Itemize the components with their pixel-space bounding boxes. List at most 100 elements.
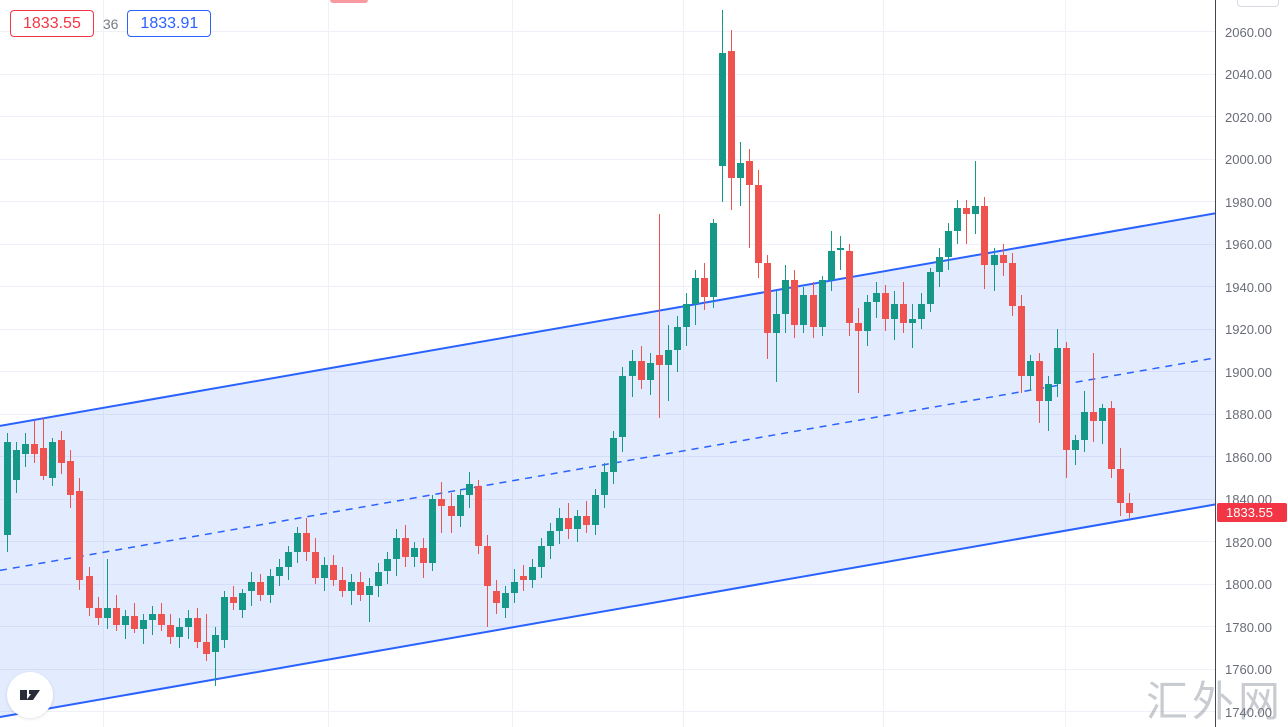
candle-body (58, 439, 66, 464)
candle-body (67, 460, 75, 495)
candle-body (22, 443, 30, 455)
candle-body (275, 567, 283, 576)
candle-body (311, 552, 319, 578)
price-tick-label: 2040.00 (1225, 67, 1272, 82)
candle-body (936, 256, 944, 272)
candle-body (655, 354, 663, 366)
candle-body (818, 280, 826, 328)
candle-body (909, 318, 916, 323)
candle-wick (839, 235, 841, 270)
candle-wick (1047, 375, 1049, 432)
price-tick-label: 1800.00 (1225, 577, 1272, 592)
candle-body (809, 295, 817, 328)
candle-wick (369, 577, 370, 623)
price-tick-label: 1900.00 (1225, 365, 1272, 380)
candle-body (284, 552, 292, 568)
candle-body (981, 205, 989, 266)
price-tick-label: 1820.00 (1225, 535, 1272, 550)
candle-body (474, 486, 482, 546)
channel-lower-line[interactable] (0, 503, 1215, 718)
h-gridline (0, 201, 1215, 202)
candle-body (1026, 361, 1034, 376)
candle-body (863, 301, 871, 332)
candle-wick (206, 614, 208, 661)
candle-body (447, 505, 455, 517)
candle-body (972, 205, 980, 215)
candle-body (827, 250, 835, 281)
candle-body (85, 575, 93, 608)
candle-wick (106, 558, 108, 629)
sell-button[interactable]: 1833.55 (10, 10, 94, 37)
candle-body (890, 303, 898, 319)
candle-body (963, 208, 971, 215)
channel-upper-line[interactable] (0, 212, 1215, 427)
candle-body (619, 375, 627, 438)
h-gridline (0, 499, 1215, 500)
v-gridline (683, 0, 684, 727)
candle-body (954, 208, 962, 232)
channel-mid-line[interactable] (0, 357, 1215, 572)
buy-price: 1833.91 (140, 14, 199, 32)
candle-body (900, 303, 907, 323)
price-axis[interactable]: 2060.00 2040.00 2020.00 2000.00 1980.00 1960.… (1215, 0, 1288, 727)
candle-body (347, 582, 355, 591)
candle-body (456, 494, 464, 517)
candle-body (1044, 384, 1052, 402)
candle-body (1062, 348, 1070, 451)
candle-body (773, 314, 781, 334)
candle-wick (857, 307, 859, 393)
candle-body (990, 254, 998, 266)
v-gridline (512, 0, 513, 727)
candle-body (719, 53, 726, 166)
site-watermark: 汇外网 (1146, 678, 1285, 725)
candle-body (40, 448, 48, 476)
candle-body (139, 620, 147, 629)
candle-body (845, 250, 853, 323)
candle-body (31, 443, 39, 455)
candle-body (601, 471, 609, 495)
candle-body (583, 516, 591, 525)
candle-body (384, 558, 392, 572)
candle-body (465, 484, 473, 495)
parallel-channel-drawing[interactable] (0, 0, 1215, 727)
buy-button[interactable]: 1833.91 (127, 10, 212, 37)
price-tick-label: 1920.00 (1225, 322, 1272, 337)
candle-wick (1074, 435, 1076, 466)
candle-wick (441, 482, 443, 534)
price-tick-label: 2060.00 (1225, 25, 1272, 40)
candle-body (1081, 412, 1088, 440)
candle-body (610, 437, 618, 472)
candle-body (872, 293, 880, 302)
candle-wick (993, 248, 995, 291)
h-gridline (0, 669, 1215, 670)
candle-body (800, 295, 808, 325)
candle-body (691, 278, 699, 304)
h-gridline (0, 711, 1215, 712)
clipped-toolbar-button (1237, 0, 1279, 7)
channel-fill (0, 213, 1215, 718)
candle-body (927, 271, 935, 304)
price-tick-label: 1980.00 (1225, 195, 1272, 210)
candle-body (854, 322, 862, 332)
sell-price: 1833.55 (23, 14, 81, 32)
tradingview-logo[interactable] (7, 672, 53, 718)
candle-wick (975, 161, 977, 234)
candle-body (221, 597, 229, 640)
candle-body (664, 350, 672, 366)
h-gridline (0, 31, 1215, 32)
candle-body (338, 580, 346, 591)
candle-body (257, 582, 265, 595)
candle-body (510, 582, 518, 593)
candle-body (429, 499, 437, 563)
v-gridline (328, 0, 329, 727)
candle-body (1117, 469, 1125, 504)
candle-body (302, 533, 310, 553)
candle-wick (749, 148, 751, 249)
h-gridline (0, 626, 1215, 627)
candle-body (1099, 407, 1107, 421)
candle-body (329, 565, 337, 580)
chart-plot-area[interactable] (0, 0, 1215, 727)
candle-body (230, 597, 238, 604)
candle-body (918, 303, 926, 319)
candle-body (103, 607, 111, 619)
